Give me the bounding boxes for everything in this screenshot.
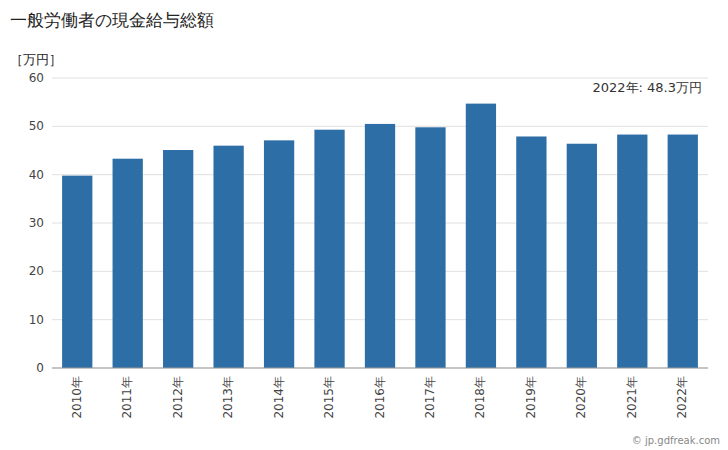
bar (264, 140, 294, 368)
bar (62, 176, 92, 368)
x-tick-label: 2015年 (322, 376, 336, 419)
annotation: 2022年: 48.3万円 (592, 80, 702, 95)
bar (617, 135, 647, 368)
x-tick-label: 2013年 (221, 376, 235, 419)
bar (365, 124, 395, 368)
y-tick-label: 40 (29, 168, 44, 182)
grid (52, 78, 708, 368)
x-tick-label: 2016年 (373, 376, 387, 419)
grid-line (52, 368, 708, 369)
bar (567, 144, 597, 368)
bar (314, 130, 344, 368)
x-tick-label: 2017年 (423, 376, 437, 419)
bar (415, 127, 445, 368)
y-axis-label: ［万円］ (10, 52, 62, 67)
y-tick-label: 60 (29, 71, 44, 85)
bar (113, 159, 143, 368)
y-tick-label: 50 (29, 119, 44, 133)
x-tick-label: 2020年 (574, 376, 588, 419)
x-tick-label: 2010年 (70, 376, 84, 419)
bar (466, 104, 496, 368)
y-tick-label: 10 (29, 313, 44, 327)
x-axis-line (52, 368, 708, 369)
x-tick-label: 2012年 (171, 376, 185, 419)
y-tick-label: 20 (29, 264, 44, 278)
x-tick-label: 2019年 (524, 376, 538, 419)
y-tick-label: 30 (29, 216, 44, 230)
watermark: © jp.gdfreak.com (632, 435, 720, 446)
bars (62, 104, 698, 368)
title: 一般労働者の現金給与総額 (10, 10, 214, 30)
x-tick-label: 2021年 (625, 376, 639, 419)
y-tick-label: 0 (36, 361, 44, 375)
bar (668, 135, 698, 368)
chart-svg: 一般労働者の現金給与総額 ［万円］ 0 10 20 30 40 50 60 2010年 2011年 2… (0, 0, 728, 450)
x-tick-label: 2022年 (675, 376, 689, 419)
x-tick-label: 2011年 (120, 376, 134, 419)
bar (516, 136, 546, 368)
chart-container: 一般労働者の現金給与総額 ［万円］ 0 10 20 30 40 50 60 2010年 2011年 2… (0, 0, 728, 450)
x-tick-label: 2014年 (272, 376, 286, 419)
x-tick-label: 2018年 (473, 376, 487, 419)
bar (213, 146, 243, 368)
grid-line (52, 78, 708, 79)
bar (163, 150, 193, 368)
